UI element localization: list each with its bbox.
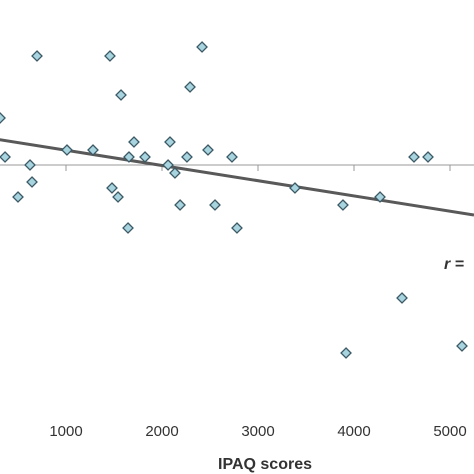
x-axis-label: IPAQ scores [218,456,312,473]
point [123,151,135,163]
point [31,50,43,62]
x-tick-label: 4000 [337,423,370,440]
x-tick-label: 5000 [433,423,466,440]
annotation: r = [444,256,464,273]
x-tick-label: 3000 [241,423,274,440]
point [87,144,99,156]
point [209,199,221,211]
x-tick-label: 2000 [145,423,178,440]
point [456,340,468,352]
point [289,182,301,194]
point [61,144,73,156]
point [174,199,186,211]
point [169,167,181,179]
point [340,347,352,359]
point [422,151,434,163]
point [104,50,116,62]
point [374,191,386,203]
point [115,89,127,101]
point [24,159,36,171]
point [226,151,238,163]
point [231,222,243,234]
point [337,199,349,211]
point [184,81,196,93]
point [202,144,214,156]
point [408,151,420,163]
point [112,191,124,203]
point [12,191,24,203]
point [139,151,151,163]
point [162,159,174,171]
point [26,176,38,188]
point [396,292,408,304]
x-tick-label: 1000 [49,423,82,440]
point [164,136,176,148]
point [128,136,140,148]
point [0,151,11,163]
point [0,112,6,124]
point [122,222,134,234]
point [181,151,193,163]
point [106,182,118,194]
trendline [0,138,474,217]
point [196,41,208,53]
